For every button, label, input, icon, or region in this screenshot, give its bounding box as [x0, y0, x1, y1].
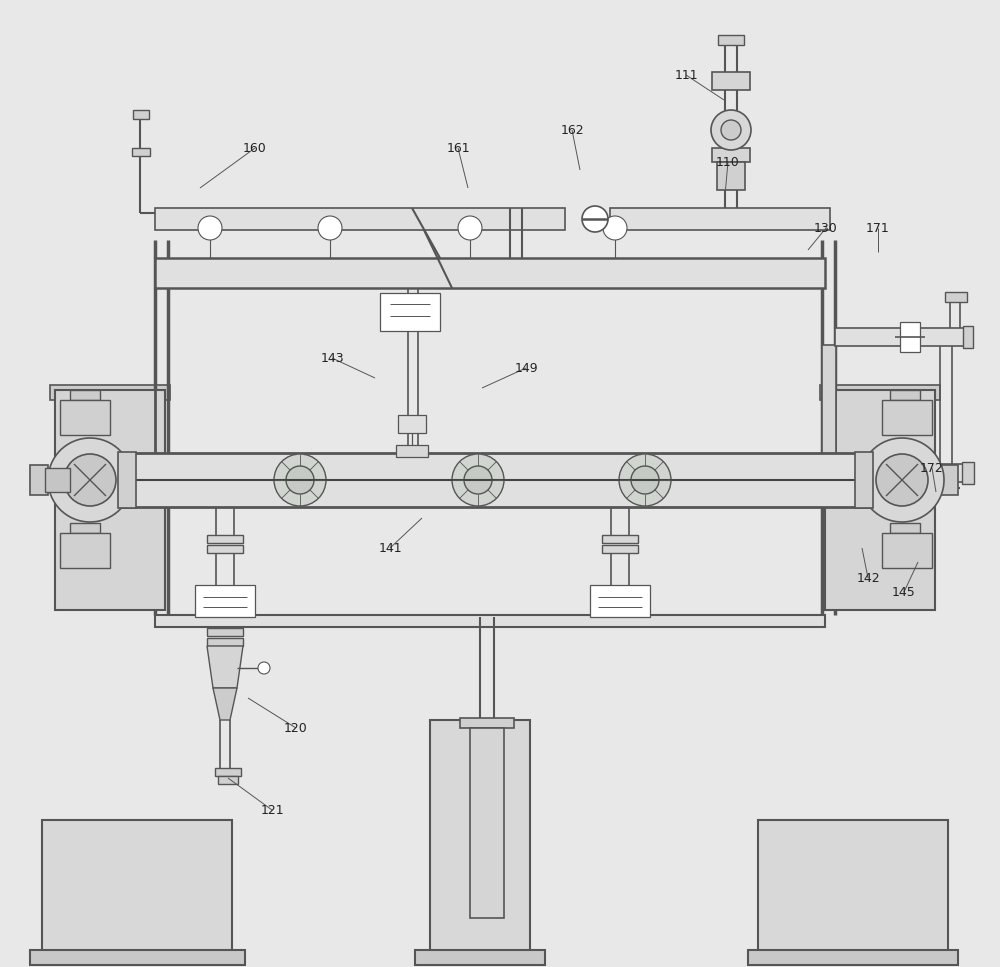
Bar	[602, 545, 638, 553]
Bar	[940, 465, 958, 495]
Bar	[875, 464, 965, 482]
Circle shape	[48, 438, 132, 522]
Circle shape	[318, 216, 342, 240]
Circle shape	[711, 110, 751, 150]
Bar	[70, 523, 100, 533]
Bar	[218, 776, 238, 784]
Bar	[430, 720, 530, 960]
Circle shape	[876, 454, 928, 506]
Bar	[70, 390, 100, 400]
Bar	[155, 208, 565, 230]
Bar	[132, 148, 150, 156]
Text: 172: 172	[920, 461, 944, 475]
Bar	[470, 728, 504, 918]
Bar	[590, 585, 650, 617]
Text: 161: 161	[446, 141, 470, 155]
Bar	[60, 533, 110, 568]
Text: 110: 110	[716, 156, 740, 168]
Bar	[118, 452, 136, 508]
Text: 111: 111	[674, 69, 698, 81]
Bar	[900, 322, 920, 352]
Bar	[396, 445, 428, 457]
Bar	[30, 465, 48, 495]
Circle shape	[603, 216, 627, 240]
Text: 121: 121	[260, 804, 284, 816]
Bar	[45, 468, 70, 492]
Polygon shape	[207, 646, 243, 688]
Bar	[207, 545, 243, 553]
Bar	[207, 535, 243, 543]
Circle shape	[721, 120, 741, 140]
Circle shape	[582, 206, 608, 232]
Bar	[120, 453, 875, 507]
Bar	[882, 400, 932, 435]
Bar	[717, 162, 745, 190]
Text: 171: 171	[866, 221, 890, 235]
Bar	[155, 258, 825, 288]
Bar	[207, 628, 243, 636]
Text: 160: 160	[243, 141, 267, 155]
Bar	[610, 208, 830, 230]
Text: 162: 162	[560, 124, 584, 136]
Bar	[825, 390, 935, 610]
Bar	[380, 293, 440, 331]
Bar	[962, 462, 974, 484]
Bar	[718, 35, 744, 45]
Circle shape	[860, 438, 944, 522]
Bar	[42, 820, 232, 960]
Circle shape	[452, 454, 504, 506]
Bar	[835, 328, 970, 346]
Bar	[855, 452, 873, 508]
Bar	[460, 718, 514, 728]
Circle shape	[64, 454, 116, 506]
Circle shape	[631, 466, 659, 494]
Bar	[712, 72, 750, 90]
Circle shape	[464, 466, 492, 494]
Bar	[712, 148, 750, 162]
Bar	[415, 950, 545, 965]
Bar	[195, 585, 255, 617]
Bar	[60, 400, 110, 435]
Bar	[822, 345, 836, 485]
Bar	[133, 110, 149, 119]
Circle shape	[458, 216, 482, 240]
Circle shape	[258, 662, 270, 674]
Bar	[55, 390, 165, 610]
Bar	[215, 768, 241, 776]
Bar	[758, 820, 948, 960]
Bar	[890, 390, 920, 400]
Text: 142: 142	[856, 571, 880, 584]
Text: 143: 143	[320, 351, 344, 365]
Bar	[207, 638, 243, 646]
Circle shape	[619, 454, 671, 506]
Bar	[882, 533, 932, 568]
Bar	[963, 326, 973, 348]
Bar	[155, 615, 825, 627]
Text: 130: 130	[814, 221, 838, 235]
Bar	[945, 292, 967, 302]
Bar	[820, 385, 940, 400]
Circle shape	[286, 466, 314, 494]
Bar	[398, 415, 426, 433]
Text: 149: 149	[514, 362, 538, 374]
Bar	[602, 535, 638, 543]
Text: 141: 141	[378, 542, 402, 554]
Bar	[890, 523, 920, 533]
Polygon shape	[213, 688, 237, 720]
Bar	[748, 950, 958, 965]
Circle shape	[274, 454, 326, 506]
Text: 145: 145	[892, 585, 916, 599]
Bar	[50, 385, 170, 400]
Circle shape	[198, 216, 222, 240]
Bar	[30, 950, 245, 965]
Text: 120: 120	[284, 721, 308, 735]
